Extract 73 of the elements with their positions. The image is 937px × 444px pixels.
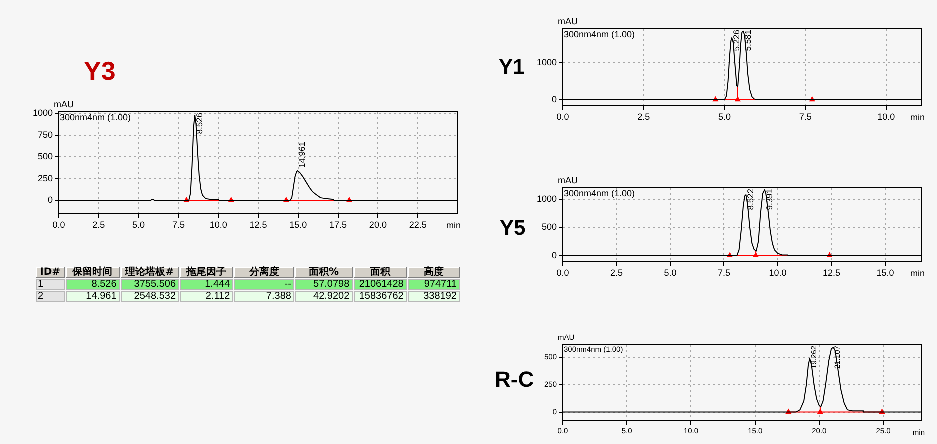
x-tick-label: 7.5: [799, 112, 812, 122]
x-tick-label: 12.5: [822, 268, 840, 278]
category-label: 1: [38, 279, 44, 290]
y-tick-label: 250: [38, 173, 53, 184]
annotation: 300nm4nm (1.00): [564, 29, 636, 40]
y-tick-label: 500: [38, 152, 53, 162]
x-tick-label: 2.5: [638, 112, 650, 122]
x-axis-title: min: [910, 268, 925, 278]
text: R-C: [495, 367, 534, 392]
x-tick-label: 10.0: [210, 220, 228, 230]
text: 2548.532: [134, 291, 176, 302]
category-label: 理论塔板#: [120, 267, 180, 278]
y-tick-label: 1000: [536, 194, 557, 204]
x-tick-label: 0.0: [556, 268, 570, 278]
text: 57.0798: [314, 279, 350, 290]
x-axis-title: min: [446, 220, 461, 230]
y-tick-label: 1000: [536, 58, 557, 68]
text: 974711: [424, 279, 457, 290]
x-tick-label: 2.5: [610, 268, 623, 278]
y-tick-label: 0: [48, 195, 53, 206]
text: --: [284, 279, 292, 290]
text: 7.388: [266, 291, 292, 302]
text: 3755.506: [134, 279, 176, 290]
text: 21061428: [359, 279, 404, 290]
annotation: 5.226: [731, 30, 742, 52]
y-axis-title: mAU: [54, 99, 74, 110]
chart-title: Y3: [84, 56, 116, 86]
y-axis-title: mAU: [558, 175, 578, 186]
x-tick-label: 10.0: [769, 268, 787, 278]
annotation: 14.961: [297, 142, 308, 168]
annotation: 300nm4nm (1.00): [60, 112, 132, 122]
x-tick-label: 5.0: [664, 268, 677, 278]
annotation: 8.526: [194, 112, 205, 134]
y-axis-title: mAU: [558, 16, 578, 26]
y-tick-label: 1000: [32, 108, 53, 118]
text: ID#: [36, 267, 65, 278]
x-tick-label: 15.0: [876, 268, 894, 278]
annotation: 8.522: [746, 188, 756, 210]
category-label: 高度: [408, 267, 460, 278]
x-tick-label: 0.0: [556, 112, 570, 122]
category-label: 面积%: [295, 267, 353, 278]
y-tick-label: 750: [38, 130, 53, 140]
text: 42.9202: [314, 291, 350, 302]
y-tick-label: 500: [542, 222, 557, 232]
text: 1.444: [205, 279, 230, 290]
x-tick-label: 7.5: [718, 268, 730, 278]
x-tick-label: 10.0: [878, 112, 896, 122]
text: 8.526: [92, 279, 117, 290]
x-tick-label: 15.0: [290, 220, 308, 230]
category-label: 面积: [354, 267, 407, 278]
x-tick-label: 12.5: [250, 220, 268, 230]
x-tick-label: 5.0: [132, 220, 146, 230]
category-label: 2: [38, 291, 44, 302]
x-tick-label: 7.5: [172, 220, 185, 230]
text: 338192: [424, 291, 457, 302]
x-axis-title: min: [910, 112, 925, 122]
text: 2.112: [206, 291, 230, 302]
y-tick-label: 0: [552, 94, 557, 104]
x-tick-label: 5.0: [718, 112, 731, 122]
y-tick-label: 0: [552, 250, 557, 260]
annotation: 300nm4nm (1.00): [564, 188, 636, 198]
x-tick-label: 22.5: [409, 220, 427, 230]
category-label: 保留时间: [66, 267, 120, 278]
text: Y5: [500, 217, 526, 240]
text: 14.961: [86, 291, 117, 302]
x-tick-label: 2.5: [92, 220, 106, 230]
x-tick-label: 17.5: [330, 220, 348, 230]
category-label: 分离度: [234, 267, 294, 278]
x-tick-label: 0.0: [52, 220, 66, 230]
text: Y1: [499, 56, 525, 79]
text: 15836762: [359, 291, 404, 302]
x-tick-label: 20.0: [369, 220, 387, 230]
category-label: 拖尾因子: [180, 267, 234, 278]
